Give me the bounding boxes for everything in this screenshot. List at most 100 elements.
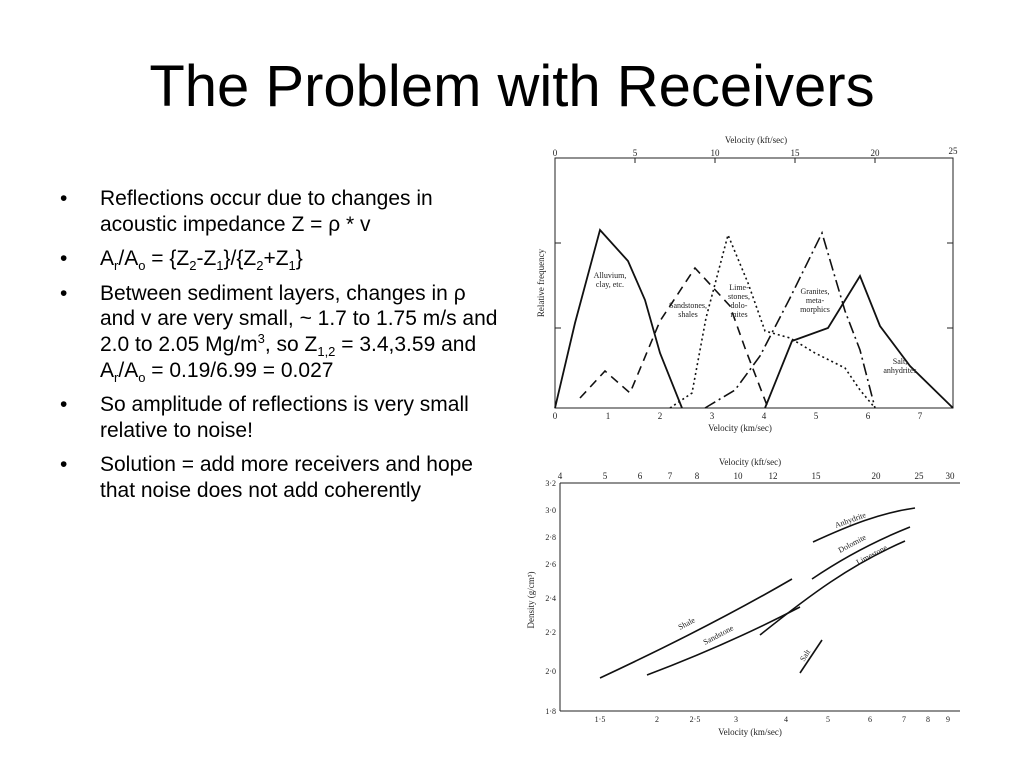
bullet-text: So amplitude of reflections is very smal…: [100, 393, 469, 442]
svg-text:stones,: stones,: [728, 292, 750, 301]
fig1-curve-granites: [704, 230, 876, 409]
svg-text:12: 12: [769, 471, 778, 481]
bullet-item: • Reflections occur due to changes in ac…: [60, 186, 500, 237]
svg-text:8: 8: [695, 471, 700, 481]
svg-text:2·4: 2·4: [545, 594, 556, 603]
fig2-y-axis-label: Density (g/cm³): [526, 572, 536, 629]
fig1-y-axis-label: Relative frequency: [536, 248, 546, 317]
fig2-y-ticks: 3·2 3·0 2·8 2·6 2·4 2·2 2·0 1·8: [545, 479, 556, 716]
svg-text:7: 7: [668, 471, 673, 481]
fig1-tick-marks: [555, 158, 953, 329]
fig1-curve-salt: [764, 274, 954, 409]
svg-text:3: 3: [710, 411, 715, 421]
fig1-frame: [554, 157, 954, 409]
svg-text:dolo-: dolo-: [731, 301, 748, 310]
svg-text:25: 25: [915, 471, 925, 481]
svg-text:1·5: 1·5: [595, 715, 606, 724]
svg-text:20: 20: [872, 471, 882, 481]
svg-text:4: 4: [784, 715, 788, 724]
fig1-bottom-ticks: 0 1 2 3 4 5 6 7: [553, 411, 923, 421]
fig1-curve-labels: Alluvium, clay, etc. Sandstones, shales …: [594, 271, 917, 375]
svg-text:3: 3: [734, 715, 738, 724]
svg-text:5: 5: [603, 471, 608, 481]
svg-text:1·8: 1·8: [545, 707, 556, 716]
fig1-curve-sandstones: [579, 266, 769, 409]
svg-text:Anhydrite: Anhydrite: [834, 510, 868, 530]
fig2-top-axis-label: Velocity (kft/sec): [719, 457, 781, 467]
svg-text:15: 15: [791, 148, 801, 158]
svg-text:5: 5: [814, 411, 819, 421]
svg-text:2·8: 2·8: [545, 533, 556, 542]
velocity-frequency-figure: Velocity (kft/sec) 0 5 10 15 20 25 Relat…: [536, 135, 958, 433]
svg-text:Sandstone: Sandstone: [702, 623, 736, 647]
bullet-text: Between sediment layers, changes in ρ an…: [100, 281, 498, 385]
svg-text:7: 7: [902, 715, 906, 724]
svg-text:8: 8: [926, 715, 930, 724]
bullet-dot: •: [60, 281, 68, 305]
svg-text:Dolomite: Dolomite: [837, 532, 868, 554]
density-velocity-figure: Velocity (kft/sec) 4 5 6 7 8 10 12 15 20…: [526, 457, 960, 737]
svg-text:Granites,: Granites,: [800, 287, 829, 296]
svg-text:clay, etc.: clay, etc.: [596, 280, 624, 289]
svg-text:0: 0: [553, 148, 558, 158]
svg-text:6: 6: [868, 715, 872, 724]
bullet-item: • Between sediment layers, changes in ρ …: [60, 281, 500, 385]
fig2-curves: [599, 507, 916, 679]
svg-text:10: 10: [734, 471, 744, 481]
svg-text:5: 5: [633, 148, 638, 158]
bullet-text: Solution = add more receivers and hope t…: [100, 453, 473, 503]
svg-text:Limestone: Limestone: [855, 543, 889, 567]
svg-text:6: 6: [866, 411, 871, 421]
slide-title: The Problem with Receivers: [149, 54, 875, 119]
svg-text:Salt: Salt: [798, 647, 813, 663]
svg-text:2·2: 2·2: [545, 628, 556, 637]
fig1-bottom-axis-label: Velocity (km/sec): [708, 423, 772, 433]
fig2-curve-shale: [599, 578, 793, 679]
bullet-text: Reflections occur due to changes in acou…: [100, 187, 433, 236]
svg-text:Lime-: Lime-: [729, 283, 749, 292]
fig2-curve-sandstone: [646, 606, 801, 676]
svg-text:25: 25: [949, 146, 959, 156]
fig1-top-ticks: 0 5 10 15 20 25: [553, 146, 958, 158]
bullet-list: • Reflections occur due to changes in ac…: [60, 186, 500, 513]
svg-text:15: 15: [812, 471, 822, 481]
svg-text:3·2: 3·2: [545, 479, 556, 488]
svg-text:shales: shales: [678, 310, 698, 319]
bullet-dot: •: [60, 393, 68, 417]
svg-text:9: 9: [946, 715, 950, 724]
fig1-curve-limestones: [669, 232, 876, 409]
bullet-dot: •: [60, 247, 68, 271]
svg-text:Salt,: Salt,: [893, 357, 907, 366]
fig2-curve-labels: Shale Sandstone Limestone Dolomite Anhyd…: [677, 510, 889, 663]
fig2-bottom-axis-label: Velocity (km/sec): [718, 727, 782, 737]
fig1-curve-alluvium: [554, 228, 683, 409]
svg-text:4: 4: [762, 411, 767, 421]
svg-text:Shale: Shale: [677, 615, 697, 632]
bullet-text: Ar/Ao = {Z2-Z1}/{Z2+Z1}: [100, 247, 303, 274]
bullet-item: • So amplitude of reflections is very sm…: [60, 392, 500, 443]
svg-text:2·0: 2·0: [545, 667, 556, 676]
svg-text:mites: mites: [730, 310, 747, 319]
bullet-dot: •: [60, 453, 68, 477]
svg-text:meta-: meta-: [806, 296, 825, 305]
svg-text:7: 7: [918, 411, 923, 421]
fig2-bottom-ticks: 1·5 2 2·5 3 4 5 6 7 8 9: [595, 715, 950, 724]
fig2-top-ticks: 4 5 6 7 8 10 12 15 20 25 30: [558, 471, 955, 481]
fig2-curve-salt: [799, 639, 823, 674]
svg-text:morphics: morphics: [800, 305, 830, 314]
bullet-dot: •: [60, 187, 68, 210]
svg-text:4: 4: [558, 471, 563, 481]
svg-text:6: 6: [638, 471, 643, 481]
fig1-top-axis-label: Velocity (kft/sec): [725, 135, 787, 145]
svg-text:anhydrites: anhydrites: [883, 366, 916, 375]
bullet-item: • Solution = add more receivers and hope…: [60, 452, 500, 503]
svg-text:20: 20: [871, 148, 881, 158]
svg-text:3·0: 3·0: [545, 506, 556, 515]
svg-text:1: 1: [606, 411, 611, 421]
svg-text:Sandstones,: Sandstones,: [669, 301, 707, 310]
svg-text:5: 5: [826, 715, 830, 724]
bullet-item: • Ar/Ao = {Z2-Z1}/{Z2+Z1}: [60, 246, 500, 272]
svg-text:0: 0: [553, 411, 558, 421]
fig2-curve-dolomite: [811, 526, 911, 580]
svg-text:2·5: 2·5: [690, 715, 701, 724]
